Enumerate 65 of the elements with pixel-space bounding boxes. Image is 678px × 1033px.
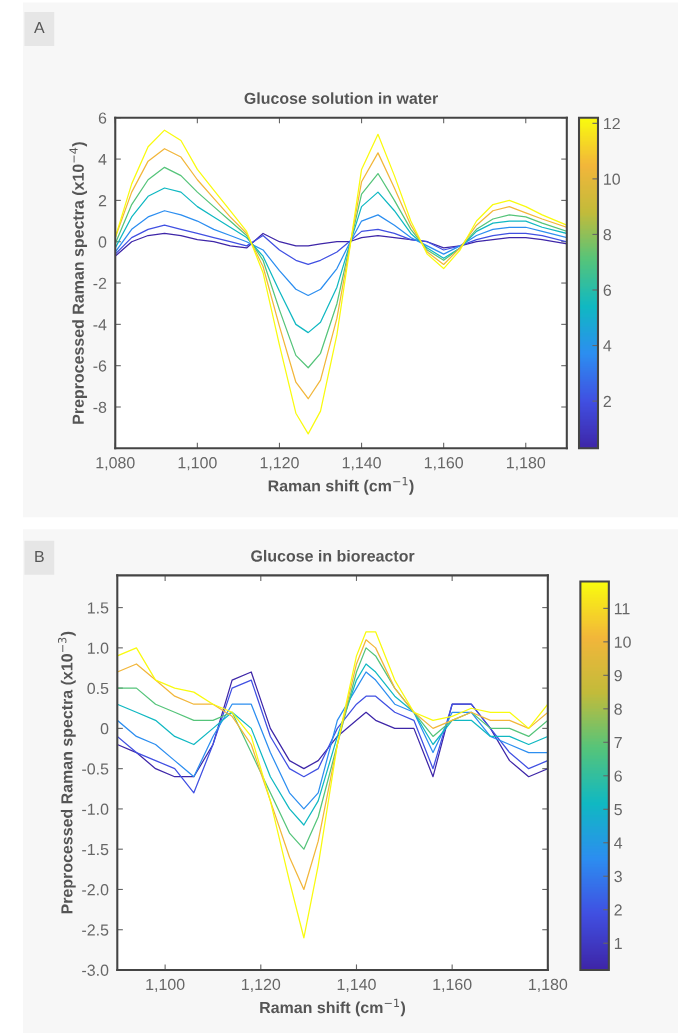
line-series xyxy=(117,631,548,939)
x-tick-label: 1,180 xyxy=(529,978,568,992)
chart-title: Glucose in bioreactor xyxy=(251,549,415,562)
line-series xyxy=(115,210,567,297)
y-tick-label: 4 xyxy=(98,153,107,165)
color-bar-label: 12 xyxy=(604,117,620,130)
text: B xyxy=(35,550,44,562)
x-axis-title: Raman shift (cm$^{−1}$) xyxy=(260,998,406,1017)
text: A xyxy=(34,22,45,34)
x-tick-label: 1,100 xyxy=(146,978,185,992)
y-tick-label: -4 xyxy=(93,319,107,331)
line-series xyxy=(117,679,548,794)
color-bar-label: 6 xyxy=(603,284,612,296)
color-bar-label: 6 xyxy=(614,770,622,782)
y-tick-label: -0.5 xyxy=(82,763,109,775)
line-series xyxy=(115,224,567,266)
line-series xyxy=(115,187,567,334)
color-bar-label: 11 xyxy=(614,603,630,615)
line-series xyxy=(115,232,567,257)
x-tick-label: 1,120 xyxy=(260,457,299,471)
color-bar-label: 3 xyxy=(614,870,622,883)
y-tick-label: -8 xyxy=(93,401,107,413)
chart-title: Glucose solution in water xyxy=(244,92,438,105)
color-bar-label: 7 xyxy=(614,737,622,749)
color-bar-label: 8 xyxy=(603,229,612,241)
x-tick-label: 1,180 xyxy=(506,457,546,471)
color-bar-label: 10 xyxy=(614,636,631,648)
y-tick-label: -3.0 xyxy=(82,964,109,976)
x-tick-label: 1,140 xyxy=(337,978,376,992)
x-axis-title: Raman shift (cm$^{−1}$) xyxy=(268,477,414,495)
color-bar-label: 2 xyxy=(603,395,611,407)
line-series xyxy=(115,148,567,400)
color-bar-label: 4 xyxy=(603,340,612,352)
x-tick-label: 1,120 xyxy=(242,978,281,992)
y-tick-label: 0 xyxy=(100,723,109,735)
color-bar-label: 10 xyxy=(604,173,620,185)
line-series xyxy=(117,647,548,850)
x-tick-label: 1,080 xyxy=(96,457,135,471)
y-tick-label: -2.5 xyxy=(82,924,109,936)
color-bar-label: 4 xyxy=(614,837,623,849)
color-bar-label: 9 xyxy=(614,669,622,682)
y-tick-label: -2 xyxy=(93,277,107,289)
x-tick-label: 1,160 xyxy=(433,978,472,992)
color-bar-label: 2 xyxy=(614,904,622,916)
line-series xyxy=(115,129,567,435)
x-tick-label: 1,100 xyxy=(178,457,217,471)
color-bar-label: 5 xyxy=(614,804,622,816)
y-tick-label: -6 xyxy=(93,360,107,372)
y-tick-label: -1.0 xyxy=(82,803,109,815)
y-tick-label: 1.5 xyxy=(87,602,109,614)
y-tick-label: 1.0 xyxy=(87,642,109,654)
color-bar-label: 8 xyxy=(614,703,622,715)
line-series xyxy=(115,166,567,369)
y-axis-title: Preprocessed Raman spectra (x10$^{−4}$) xyxy=(69,142,88,424)
color-bar-label: 1 xyxy=(614,938,622,949)
y-axis-title: Preprocessed Raman spectra (x10$^{−3}$) xyxy=(58,631,76,914)
y-tick-label: 2 xyxy=(98,195,107,207)
y-tick-label: 6 xyxy=(98,112,107,124)
y-tick-label: 0 xyxy=(98,236,107,248)
y-tick-label: -2.0 xyxy=(82,884,109,896)
y-tick-label: 0.5 xyxy=(87,682,109,695)
line-series xyxy=(117,639,548,891)
x-tick-label: 1,160 xyxy=(424,457,464,471)
x-tick-label: 1,140 xyxy=(342,457,381,471)
y-tick-label: -1.5 xyxy=(82,843,109,856)
